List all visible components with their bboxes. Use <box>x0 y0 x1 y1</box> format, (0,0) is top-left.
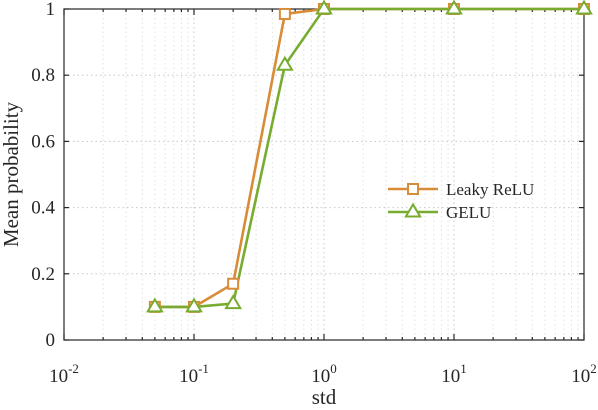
y-tick-label: 1 <box>46 0 56 20</box>
x-tick-label: 101 <box>441 361 467 387</box>
data-point <box>145 297 164 313</box>
x-tick-label: 10-1 <box>179 361 209 387</box>
legend: Leaky ReLU GELU <box>388 180 534 222</box>
data-point <box>278 7 291 20</box>
data-point <box>275 55 294 71</box>
data-point <box>185 297 203 313</box>
grid <box>63 8 585 341</box>
y-tick-label: 0 <box>46 330 56 351</box>
x-tick-label: 100 <box>311 361 337 387</box>
legend-marker <box>407 183 419 195</box>
x-tick-label: 10-2 <box>49 361 79 387</box>
data-point <box>445 0 463 15</box>
y-tick-label: 0.8 <box>31 65 55 86</box>
series-line <box>154 7 584 309</box>
legend-marker <box>404 202 422 218</box>
data-point <box>227 277 240 290</box>
y-tick-label: 0.2 <box>31 264 55 285</box>
series-leaky-relu <box>154 7 584 309</box>
x-axis-label: std <box>312 385 337 409</box>
legend-entry: Leaky ReLU <box>388 180 534 199</box>
legend-entry: GELU <box>388 202 491 222</box>
series-lines <box>145 0 593 313</box>
data-point <box>315 0 333 15</box>
series-gelu <box>154 7 584 309</box>
legend-label: Leaky ReLU <box>446 180 534 199</box>
series-markers <box>148 3 590 313</box>
y-tick-label: 0.4 <box>31 198 55 219</box>
x-tick-label: 102 <box>571 361 597 387</box>
data-point <box>575 0 593 15</box>
data-point <box>224 294 243 310</box>
y-tick-label: 0.6 <box>31 131 55 152</box>
legend-label: GELU <box>446 203 491 222</box>
series-line <box>154 7 584 309</box>
y-axis-label: Mean probability <box>0 101 23 247</box>
series-markers <box>145 0 593 313</box>
